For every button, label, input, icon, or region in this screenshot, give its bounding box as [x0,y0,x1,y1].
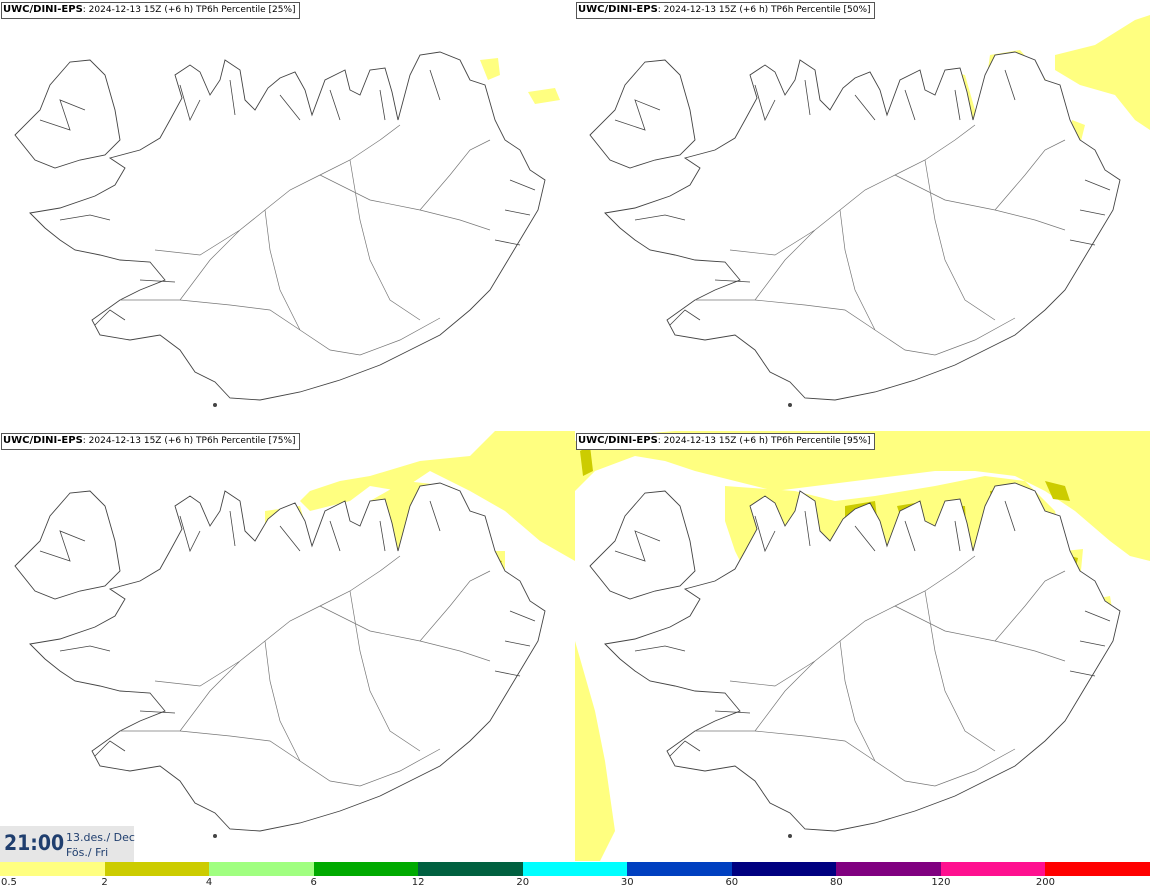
precip-map-p75 [14,431,575,839]
run-info: 2024-12-13 15Z (+6 h) [663,5,769,15]
run-info: 2024-12-13 15Z (+6 h) [663,436,769,446]
map-panel-p50: UWC/DINI-EPS: 2024-12-13 15Z (+6 h) TP6h… [575,0,1150,430]
legend-tick: 0.5 [1,877,17,888]
valid-date: 13.des./ Dec [66,831,135,844]
precip-map-p95 [575,431,1150,861]
legend-swatch [104,862,210,876]
valid-weekday: Fös./ Fri [66,846,109,859]
model-name: UWC/DINI-EPS [3,4,83,15]
legend-swatch [836,862,942,876]
legend-swatch [209,862,315,876]
legend-swatch [313,862,419,876]
run-info: 2024-12-13 15Z (+6 h) [88,436,194,446]
legend-tick: 30 [620,877,634,888]
iceland-coastline [14,51,546,408]
product-name: TP6h Percentile [75%] [196,436,296,446]
precip-map-p50 [589,15,1150,408]
map-panel-p75: UWC/DINI-EPS: 2024-12-13 15Z (+6 h) TP6h… [0,431,575,861]
model-name: UWC/DINI-EPS [3,435,83,446]
legend-tick: 60 [725,877,739,888]
product-name: TP6h Percentile [25%] [196,5,296,15]
legend-tick: 20 [516,877,530,888]
product-name: TP6h Percentile [50%] [771,5,871,15]
model-name: UWC/DINI-EPS [578,435,658,446]
iceland-coastline [589,51,1121,408]
legend-tick: 200 [1035,877,1055,888]
panel-title-p75: UWC/DINI-EPS: 2024-12-13 15Z (+6 h) TP6h… [1,433,300,450]
panel-title-p95: UWC/DINI-EPS: 2024-12-13 15Z (+6 h) TP6h… [576,433,875,450]
legend-tick: 6 [310,877,317,888]
legend-swatch [731,862,837,876]
legend-tick: 12 [411,877,425,888]
model-name: UWC/DINI-EPS [578,4,658,15]
legend-swatch [627,862,733,876]
product-name: TP6h Percentile [95%] [771,436,871,446]
iceland-coastline [14,482,546,839]
legend-swatch [1045,862,1150,876]
panel-title-p25: UWC/DINI-EPS: 2024-12-13 15Z (+6 h) TP6h… [1,2,300,19]
legend-swatch [522,862,628,876]
valid-time: 21:00 [4,831,65,855]
legend-swatch [0,862,106,876]
precip-map-p25 [14,51,560,408]
map-panel-p95: UWC/DINI-EPS: 2024-12-13 15Z (+6 h) TP6h… [575,431,1150,861]
legend-swatch [940,862,1046,876]
legend-swatch [418,862,524,876]
map-panel-p25: UWC/DINI-EPS: 2024-12-13 15Z (+6 h) TP6h… [0,0,575,430]
run-info: 2024-12-13 15Z (+6 h) [88,5,194,15]
panel-title-p50: UWC/DINI-EPS: 2024-12-13 15Z (+6 h) TP6h… [576,2,875,19]
legend-tick: 2 [101,877,108,888]
iceland-coastline [589,482,1121,839]
color-legend: 0.5 2 4 6 12 20 30 60 80 120 200 [0,862,1150,891]
valid-time-box: 21:00 13.des./ Dec Fös./ Fri [0,826,135,862]
legend-tick: 120 [931,877,951,888]
legend-tick: 4 [205,877,213,888]
legend-tick: 80 [829,877,843,888]
